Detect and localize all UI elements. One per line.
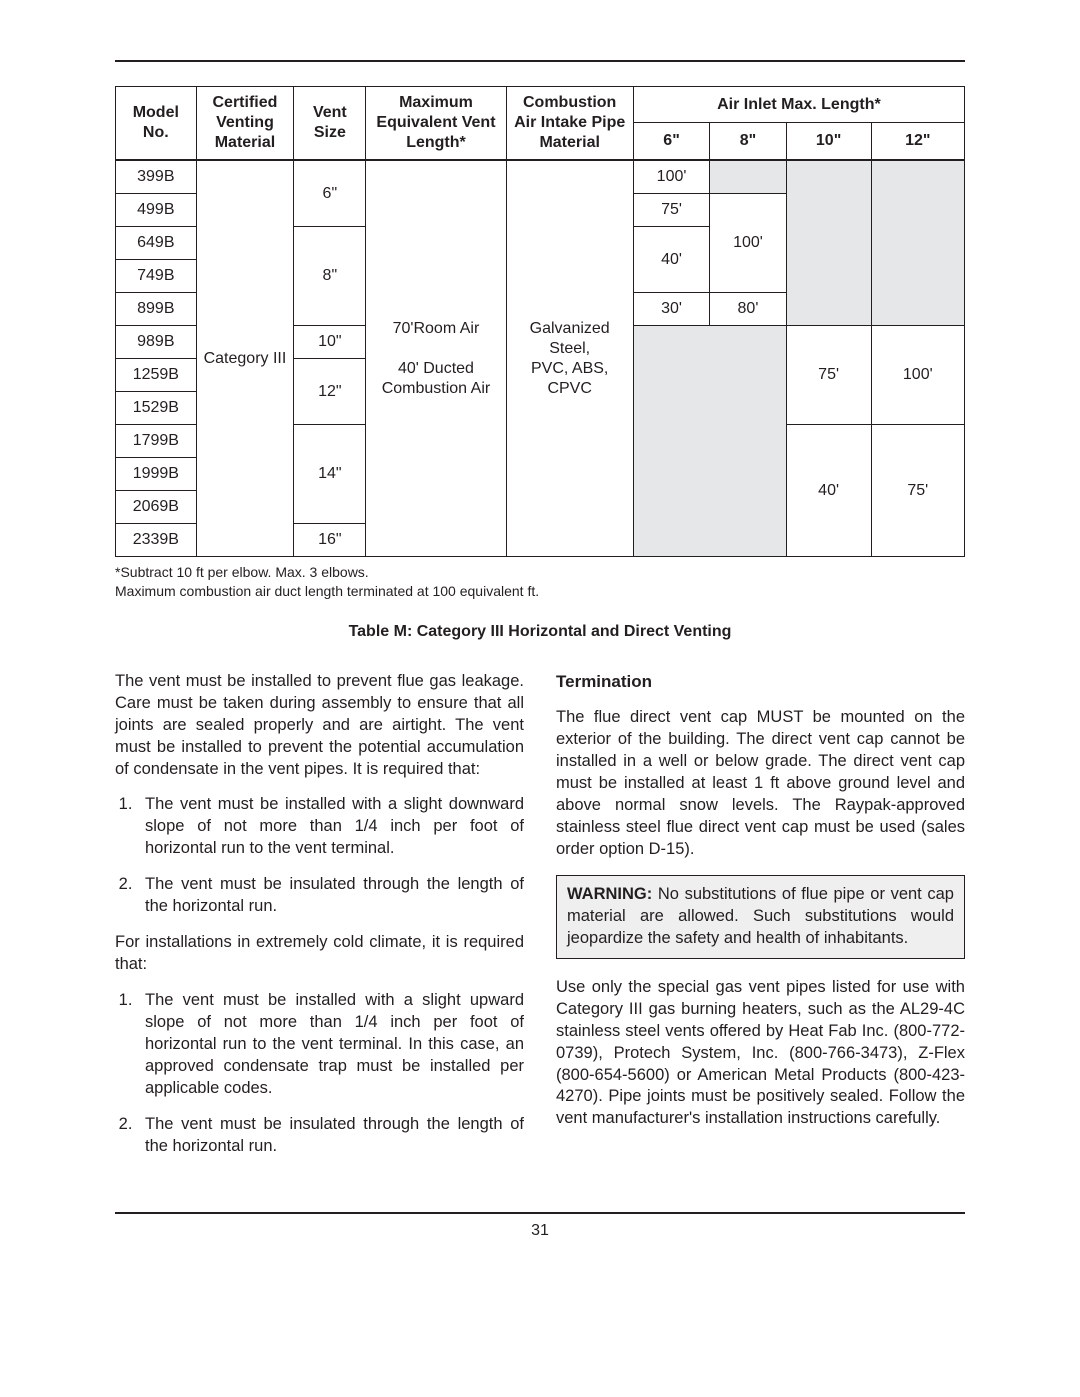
paragraph: For installations in extremely cold clim… xyxy=(115,932,524,976)
cell-air10: 75' xyxy=(786,326,871,425)
hdr-cert-mat: Certified Venting Material xyxy=(196,87,294,161)
cell-vent-size: 6" xyxy=(294,160,366,227)
paragraph: The flue direct vent cap MUST be mounted… xyxy=(556,707,965,861)
cell-air6: 40' xyxy=(633,227,709,293)
cell-model: 749B xyxy=(116,260,197,293)
cell-air8: 100' xyxy=(710,194,786,293)
subheading-termination: Termination xyxy=(556,671,965,694)
right-column: Termination The flue direct vent cap MUS… xyxy=(556,671,965,1172)
page-footer: 31 xyxy=(115,1212,965,1240)
table-row: 399B Category III 6" 70'Room Air 40' Duc… xyxy=(116,160,965,194)
cell-intake-mat: Galvanized Steel, PVC, ABS, CPVC xyxy=(506,160,633,557)
hdr-air-12: 12" xyxy=(871,123,964,160)
cell-air6: 100' xyxy=(633,160,709,194)
cell-model: 649B xyxy=(116,227,197,260)
cell-air6: 75' xyxy=(633,194,709,227)
cell-cert-mat: Category III xyxy=(196,160,294,557)
hdr-air-inlet: Air Inlet Max. Length* xyxy=(633,87,964,123)
cell-model: 1259B xyxy=(116,359,197,392)
cell-model: 499B xyxy=(116,194,197,227)
cell-shaded xyxy=(633,326,786,557)
footnote-line: *Subtract 10 ft per elbow. Max. 3 elbows… xyxy=(115,563,965,582)
cell-model: 899B xyxy=(116,293,197,326)
hdr-air-8: 8" xyxy=(710,123,786,160)
top-rule xyxy=(115,60,965,62)
cell-max-eq: 70'Room Air 40' Ducted Combustion Air xyxy=(366,160,506,557)
cell-model: 989B xyxy=(116,326,197,359)
cell-shaded xyxy=(786,160,871,326)
cell-air10: 40' xyxy=(786,425,871,557)
hdr-air-10: 10" xyxy=(786,123,871,160)
warning-label: WARNING: xyxy=(567,885,652,903)
paragraph: The vent must be installed to prevent fl… xyxy=(115,671,524,781)
hdr-max-eq: Maximum Equivalent Vent Length* xyxy=(366,87,506,161)
cell-vent-size: 8" xyxy=(294,227,366,326)
hdr-vent-size: Vent Size xyxy=(294,87,366,161)
cell-shaded xyxy=(710,160,786,194)
cell-air6: 30' xyxy=(633,293,709,326)
hdr-air-6: 6" xyxy=(633,123,709,160)
ordered-list: The vent must be installed with a slight… xyxy=(115,794,524,918)
page-number: 31 xyxy=(531,1222,549,1239)
hdr-model: Model No. xyxy=(116,87,197,161)
cell-air8: 80' xyxy=(710,293,786,326)
cell-vent-size: 10" xyxy=(294,326,366,359)
body-columns: The vent must be installed to prevent fl… xyxy=(115,671,965,1172)
paragraph: Use only the special gas vent pipes list… xyxy=(556,977,965,1131)
list-item: The vent must be insulated through the l… xyxy=(137,874,524,918)
ordered-list: The vent must be installed with a slight… xyxy=(115,990,524,1158)
cell-vent-size: 16" xyxy=(294,524,366,557)
cell-model: 2339B xyxy=(116,524,197,557)
list-item: The vent must be insulated through the l… xyxy=(137,1114,524,1158)
footnote-line: Maximum combustion air duct length termi… xyxy=(115,582,965,601)
cell-model: 1529B xyxy=(116,392,197,425)
list-item: The vent must be installed with a slight… xyxy=(137,990,524,1100)
cell-model: 2069B xyxy=(116,491,197,524)
list-item: The vent must be installed with a slight… xyxy=(137,794,524,860)
cell-model: 1799B xyxy=(116,425,197,458)
cell-air12: 100' xyxy=(871,326,964,425)
cell-vent-size: 14" xyxy=(294,425,366,524)
table-caption: Table M: Category III Horizontal and Dir… xyxy=(115,623,965,641)
cell-model: 399B xyxy=(116,160,197,194)
venting-table: Model No. Certified Venting Material Ven… xyxy=(115,86,965,557)
cell-model: 1999B xyxy=(116,458,197,491)
page: Model No. Certified Venting Material Ven… xyxy=(0,0,1080,1280)
cell-vent-size: 12" xyxy=(294,359,366,425)
hdr-intake-mat: Combustion Air Intake Pipe Material xyxy=(506,87,633,161)
left-column: The vent must be installed to prevent fl… xyxy=(115,671,524,1172)
table-footnotes: *Subtract 10 ft per elbow. Max. 3 elbows… xyxy=(115,563,965,601)
cell-air12: 75' xyxy=(871,425,964,557)
warning-box: WARNING: No substitutions of flue pipe o… xyxy=(556,875,965,959)
cell-shaded xyxy=(871,160,964,326)
